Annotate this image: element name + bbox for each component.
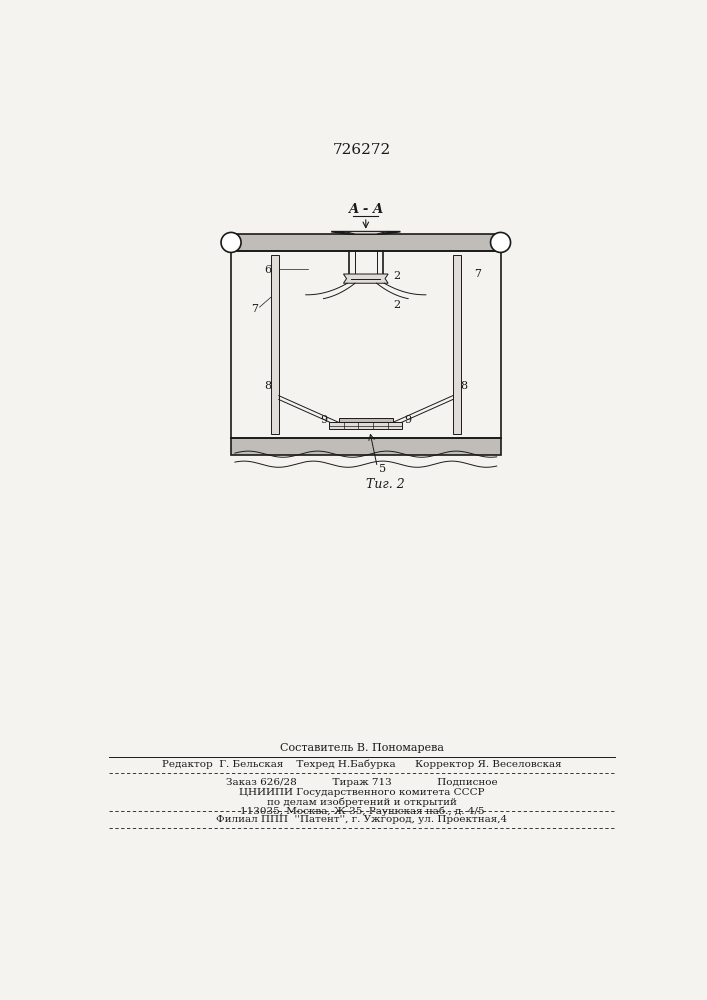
Polygon shape (331, 232, 400, 234)
Bar (452, 255, 460, 434)
Text: 8: 8 (264, 381, 271, 391)
Bar (231, 438, 501, 455)
Text: 7: 7 (251, 304, 257, 314)
Polygon shape (344, 232, 387, 234)
Text: 113035, Москва, Ж-35, Раушская наб., д. 4/5: 113035, Москва, Ж-35, Раушская наб., д. … (240, 807, 484, 816)
Text: Редактор  Г. Бельская    Техред Н.Бабурка      Корректор Я. Веселовская: Редактор Г. Бельская Техред Н.Бабурка Ко… (162, 760, 562, 769)
Text: 5: 5 (379, 464, 386, 474)
Text: 6: 6 (264, 265, 271, 275)
Bar (271, 255, 279, 434)
Text: 7: 7 (474, 269, 481, 279)
Text: 9: 9 (320, 415, 327, 425)
Text: A - A: A - A (348, 203, 383, 216)
Text: по делам изобретений и открытий: по делам изобретений и открытий (267, 797, 457, 807)
Polygon shape (344, 274, 388, 283)
Text: Филиал ППП  ''Патент'', г. Ужгород, ул. Проектная,4: Филиал ППП ''Патент'', г. Ужгород, ул. П… (216, 815, 508, 824)
Text: 9: 9 (404, 415, 411, 425)
Bar (329, 422, 402, 429)
Text: ЦНИИПИ Государственного комитета СССР: ЦНИИПИ Государственного комитета СССР (239, 788, 485, 797)
Text: Составитель В. Пономарева: Составитель В. Пономарева (280, 743, 444, 753)
Text: 8: 8 (460, 381, 467, 391)
Bar (339, 418, 393, 422)
Text: Заказ 626/28           Тираж 713              Подписное: Заказ 626/28 Тираж 713 Подписное (226, 778, 498, 787)
Bar (231, 234, 501, 251)
Circle shape (221, 232, 241, 252)
Text: Τиг. 2: Τиг. 2 (366, 478, 404, 491)
Circle shape (491, 232, 510, 252)
Text: 2: 2 (393, 271, 400, 281)
Text: 726272: 726272 (333, 143, 391, 157)
Text: 2: 2 (393, 300, 400, 310)
